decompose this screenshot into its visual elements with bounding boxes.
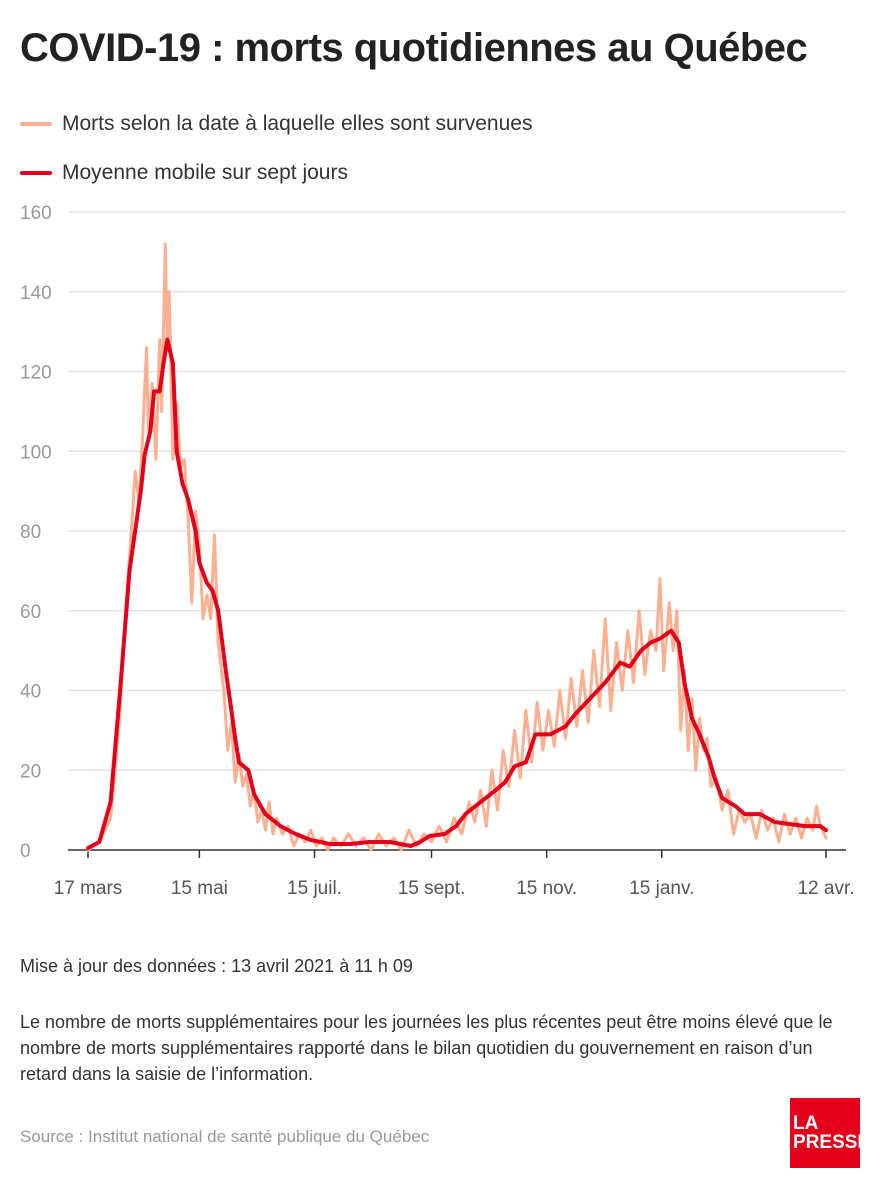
legend-label-average: Moyenne mobile sur sept jours [62,161,348,184]
legend-label-daily: Morts selon la date à laquelle elles son… [62,112,533,135]
x-tick-label: 17 mars [54,878,123,899]
y-tick-label: 20 [20,761,41,782]
legend-item-average: Moyenne mobile sur sept jours [20,161,348,185]
y-tick-label: 80 [20,522,41,543]
x-tick-label: 15 mai [171,878,228,899]
line-chart: 0 20 40 60 80 100 120 140 160 17 mars 15 mai 15 jui… [20,203,855,899]
x-tick-label: 15 sept. [398,878,466,899]
x-tick-label: 15 janv. [629,878,694,899]
y-tick-label: 120 [20,363,52,384]
source-note: Source : Institut national de santé publ… [20,1127,430,1146]
y-tick-label: 40 [20,682,41,703]
y-tick-label: 100 [20,442,52,463]
legend-swatch-daily [20,122,52,126]
legend-swatch-average [20,171,52,175]
x-tick-label: 15 nov. [516,878,577,899]
x-tick-label: 15 juil. [287,878,342,899]
y-tick-label: 0 [20,841,31,862]
la-presse-logo: LA PRESSE [790,1098,870,1168]
legend-item-daily: Morts selon la date à laquelle elles son… [20,112,532,136]
disclaimer: Le nombre de morts supplémentaires pour … [20,1012,833,1084]
x-tick-label: 12 avr. [797,878,854,899]
y-tick-label: 60 [20,602,41,623]
y-tick-label: 140 [20,283,52,304]
update-note: Mise à jour des données : 13 avril 2021 … [20,956,413,976]
series-line-moving-average [86,337,828,850]
y-tick-label: 160 [20,203,52,224]
chart-title: COVID-19 : morts quotidiennes au Québec [20,26,808,70]
series-line-daily-deaths [86,242,828,852]
